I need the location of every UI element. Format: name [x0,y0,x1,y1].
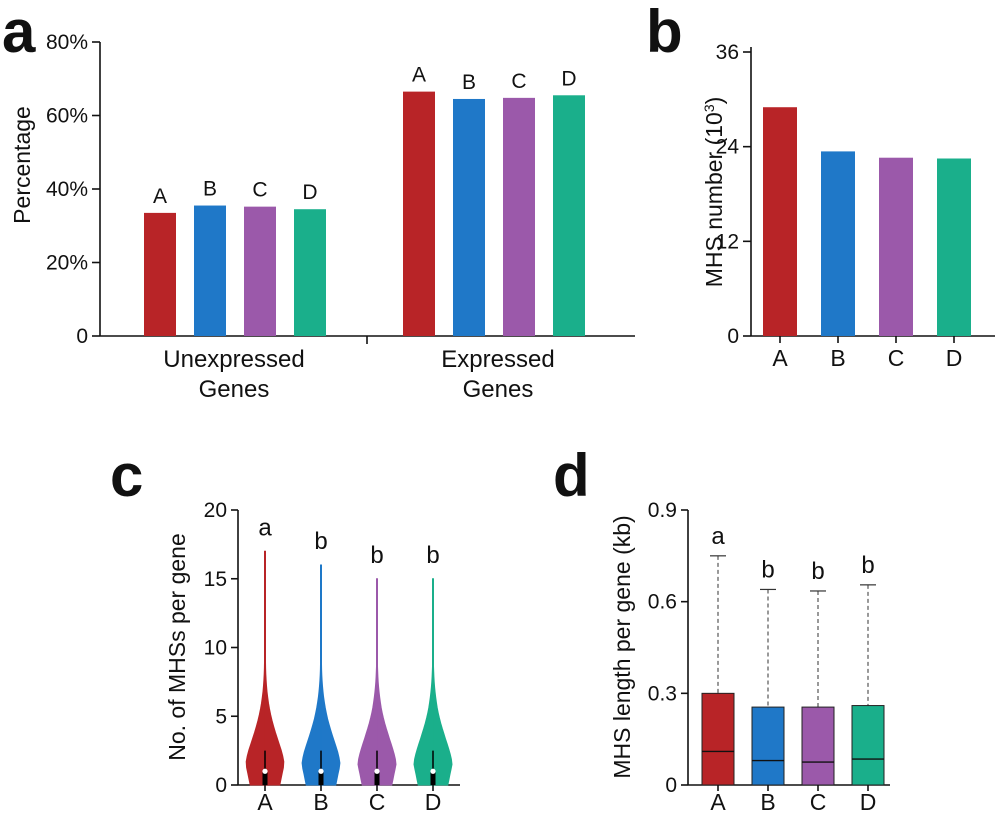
panel-a-group1-label1: Unexpressed [163,346,304,373]
panel-letter-c: c [110,442,143,509]
panel-c-x-label-D: D [425,789,442,815]
panel-c-sig-C: b [370,542,383,569]
panel-c-median-C [374,768,380,774]
panel-b: b MHS number (103) 0 12 24 36 A B C D [646,0,995,371]
panel-d: d MHS length per gene (kb) 0 0.3 0.6 0.9 a A… [553,442,890,815]
panel-d-sig-A: a [711,523,725,550]
panel-a-group2-label2: Genes [463,376,534,403]
panel-c-y-tick-label: 20 [204,499,227,522]
panel-b-bar-A [763,107,797,336]
panel-d-box-C [801,706,835,786]
panel-letter-d: d [553,442,590,509]
panel-a-bar-label-A: A [412,64,426,87]
panel-a-bar-D [294,209,326,336]
panel-d-x-label-B: B [760,789,775,815]
panel-a-bar-A [403,91,435,336]
panel-b-ylabel-close: ) [701,97,727,105]
panel-b-ylabel: MHS number (103) [701,97,727,288]
panel-d-y-tick-label: 0.9 [648,499,677,522]
panel-a-bar-label-D: D [561,67,576,90]
panel-c-y-tick-label: 5 [215,705,227,728]
panel-a-y-tick-label: 60% [46,105,88,128]
panel-a-y-tick-label: 80% [46,31,88,54]
panel-c-y-tick-label: 10 [204,637,227,660]
panel-a-bar-B [194,205,226,336]
panel-d-sig-D: b [861,552,874,579]
panel-c-ylabel: No. of MHSs per gene [164,533,190,761]
panel-b-x-label-A: A [772,345,788,371]
panel-letter-a: a [2,0,36,65]
panel-a-bar-label-A: A [153,185,167,208]
panel-a-bar-D [553,95,585,336]
panel-d-y-tick-label: 0 [665,774,677,797]
panel-letter-b: b [646,0,683,65]
panel-d-sig-B: b [761,556,774,583]
panel-b-bar-B [821,151,855,336]
panel-d-y-tick-label: 0.3 [648,682,677,705]
panel-d-box-B [751,706,785,786]
panel-c-median-A [262,768,268,774]
panel-b-ylabel-sup: 3 [701,104,717,112]
panel-c-median-B [318,768,324,774]
panel-a-bar-label-C: C [511,70,526,93]
panel-a-y-tick-label: 40% [46,178,88,201]
panel-c-x-label-C: C [369,789,386,815]
panel-d-x-label-D: D [860,789,877,815]
panel-a-group1-label2: Genes [199,376,270,403]
panel-c: c No. of MHSs per gene 0 5 10 15 20 a Ab Bb Cb D [110,442,460,815]
panel-d-y-tick-label: 0.6 [648,591,677,614]
panel-a-group2-label1: Expressed [441,346,554,373]
panel-a-bar-C [244,206,276,336]
panel-d-x-label-A: A [710,789,726,815]
panel-c-median-D [430,768,436,774]
panel-b-bar-D [937,158,971,336]
panel-c-sig-A: a [258,514,272,541]
panel-a-bar-label-B: B [203,178,217,201]
panel-a-ylabel: Percentage [9,106,35,224]
panel-a-y-tick-label: 20% [46,252,88,275]
panel-d-sig-C: b [811,558,824,585]
panel-b-ylabel-main: MHS number (10 [701,112,727,287]
panel-a-bar-label-B: B [462,71,476,94]
panel-c-sig-D: b [426,542,439,569]
panel-b-x-label-C: C [888,345,905,371]
panel-b-x-label-D: D [946,345,963,371]
panel-a-bar-A [144,212,176,336]
panel-c-y-tick-label: 0 [215,774,227,797]
panel-b-y-tick-label: 0 [727,325,739,348]
panel-c-iqr-B [318,770,324,785]
panel-b-bar-C [879,157,913,336]
panel-d-box-A [701,692,735,786]
panel-c-x-label-B: B [313,789,328,815]
panel-a-bar-C [503,97,535,336]
panel-c-y-tick-label: 15 [204,568,227,591]
panel-b-y-tick-label: 36 [716,41,739,64]
panel-d-ylabel: MHS length per gene (kb) [609,515,635,778]
panel-a-bar-label-D: D [302,181,317,204]
panel-b-y-tick-label: 24 [716,136,740,159]
panel-c-iqr-A [262,770,268,785]
panel-d-box-D [851,705,885,786]
panel-c-x-label-A: A [257,789,273,815]
panel-a: a Percentage 0 20% 40% 60% 80% A B C D A B C D Unex… [2,0,635,403]
panel-c-iqr-C [374,770,380,785]
panel-a-bar-label-C: C [252,179,267,202]
panel-c-sig-B: b [314,528,327,555]
panel-c-iqr-D [430,770,436,785]
panel-a-y-tick-label: 0 [76,325,88,348]
panel-d-x-label-C: C [810,789,827,815]
panel-b-y-tick-label: 12 [716,230,739,253]
panel-a-bar-B [453,98,485,337]
panel-b-x-label-B: B [830,345,845,371]
